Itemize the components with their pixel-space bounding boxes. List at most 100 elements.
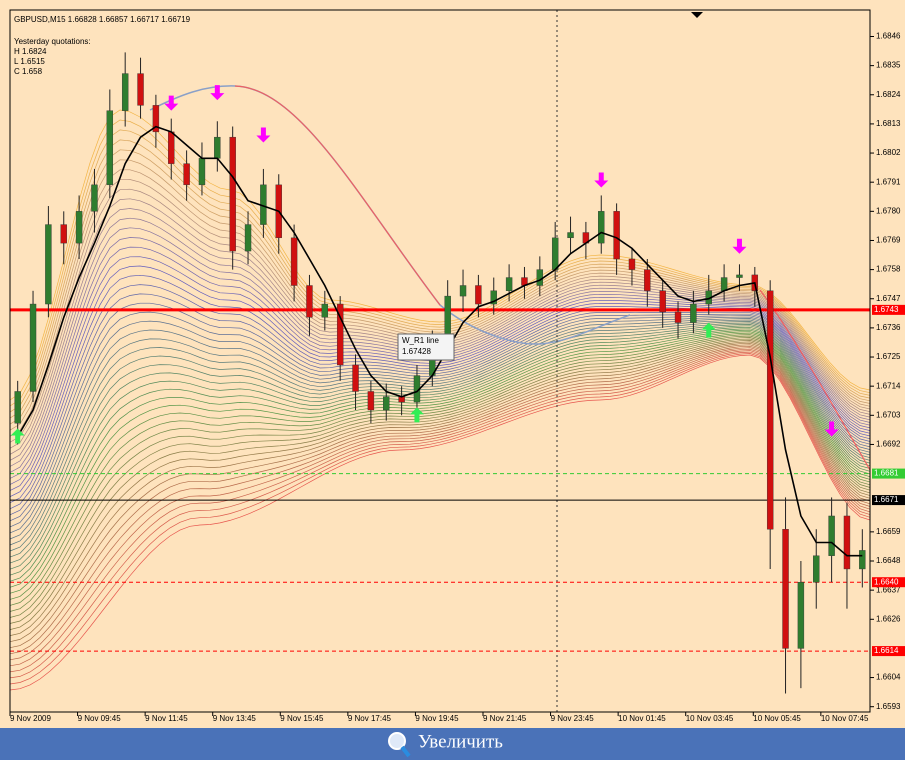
fan-line — [9, 326, 871, 576]
candle-body — [613, 211, 620, 260]
fan-line — [9, 334, 871, 606]
level-label-bg — [872, 304, 905, 315]
marks — [10, 52, 866, 694]
fan-line — [9, 353, 871, 685]
candle-body — [797, 581, 805, 649]
candle-body — [475, 285, 482, 305]
x-tick-label: 9 Nov 09:45 — [78, 714, 122, 723]
level-label-bg — [872, 468, 905, 479]
candle-body — [229, 136, 236, 252]
x-tick-label: 10 Nov 03:45 — [686, 714, 734, 723]
y-tick-label: 1.6725 — [876, 352, 901, 361]
y-tick-label: 1.6703 — [876, 410, 901, 419]
candle-body — [536, 269, 544, 286]
candle-body — [183, 163, 190, 186]
chart-background — [0, 0, 905, 728]
levels — [10, 308, 870, 652]
y-tick-label: 1.6626 — [876, 614, 901, 623]
fan-line — [9, 348, 871, 667]
candle-body — [505, 277, 513, 292]
x-tick-label: 9 Nov 17:45 — [348, 714, 392, 723]
y-tick-label: 1.6802 — [876, 148, 901, 157]
candle-body — [490, 290, 497, 305]
candle-body — [828, 515, 835, 556]
zoom-icon-handle[interactable] — [400, 745, 411, 758]
y-tick-label: 1.6769 — [876, 236, 901, 245]
candle-body — [244, 224, 252, 252]
level-label-bg — [872, 646, 905, 657]
candle-body — [29, 303, 37, 392]
candle-body — [598, 211, 605, 244]
y-tick-label: 1.6659 — [876, 527, 901, 536]
fan-line — [9, 354, 871, 691]
candle-body — [567, 232, 574, 239]
candle-body — [14, 391, 21, 424]
arc-curve — [234, 85, 441, 306]
x-tick-label: 10 Nov 01:45 — [618, 714, 666, 723]
signal-arrow — [824, 421, 839, 437]
fan-line — [9, 328, 871, 582]
fan-line — [9, 311, 871, 528]
plot-frame — [9, 9, 871, 713]
candle-body — [214, 136, 221, 159]
level-label: 1.6671 — [874, 495, 899, 504]
candle-body — [45, 224, 52, 305]
x-tick-label: 9 Nov 15:45 — [280, 714, 324, 723]
fan-line — [9, 341, 871, 636]
x-tick-label: 10 Nov 05:45 — [753, 714, 801, 723]
candle-body — [60, 224, 67, 244]
candle-body — [367, 391, 375, 411]
level-label: 1.6681 — [874, 469, 899, 478]
signal-arrow — [594, 172, 609, 188]
signal-arrow — [256, 127, 271, 143]
info-line: H 1.6824 — [14, 47, 47, 56]
signal-arrow — [210, 85, 225, 101]
fan-line — [9, 318, 871, 540]
y-tick-label: 1.6747 — [876, 294, 901, 303]
candle-body — [198, 158, 206, 186]
level-label: 1.6614 — [874, 646, 899, 655]
candle-body — [690, 303, 697, 323]
y-tick-label: 1.6648 — [876, 556, 901, 565]
candle-body — [75, 211, 83, 244]
zoom-icon[interactable] — [388, 732, 406, 750]
fan-line — [9, 337, 871, 618]
fan-line — [9, 338, 871, 624]
y-tick-label: 1.6824 — [876, 90, 901, 99]
y-tick-label: 1.6736 — [876, 323, 901, 332]
fan-line — [9, 351, 871, 679]
fan-line — [9, 324, 871, 564]
annotation-text: 1.67428 — [402, 347, 431, 356]
candle-body — [459, 285, 467, 297]
info-line: L 1.6515 — [14, 57, 45, 66]
x-tick-label: 9 Nov 23:45 — [551, 714, 595, 723]
candle-body — [152, 105, 160, 133]
candle-body — [782, 529, 789, 649]
y-tick-label: 1.6780 — [876, 206, 901, 215]
fan-line — [9, 342, 871, 643]
candle-body — [106, 110, 114, 186]
fan-line — [9, 344, 871, 649]
signal-arrow — [10, 428, 25, 444]
candle-body — [736, 274, 743, 278]
level-label-bg — [872, 577, 905, 588]
y-tick-label: 1.6813 — [876, 119, 901, 128]
level-label-bg — [872, 495, 905, 506]
candle-body — [321, 303, 329, 318]
candle-body — [168, 131, 175, 164]
fan-line — [9, 321, 871, 552]
candle-body — [290, 237, 298, 286]
candle-body — [766, 290, 774, 530]
zoom-label[interactable]: Увеличить — [418, 731, 503, 752]
info-line: Yesterday quotations: — [14, 37, 91, 46]
y-tick-label: 1.6692 — [876, 440, 901, 449]
y-tick-label: 1.6593 — [876, 702, 901, 711]
y-tick-label: 1.6637 — [876, 585, 901, 594]
zoom-bar[interactable] — [0, 728, 905, 760]
candle-body — [352, 364, 359, 392]
candle-body — [859, 550, 866, 570]
annotation-box — [397, 333, 455, 361]
fan-line — [9, 345, 871, 655]
ma-line — [17, 125, 863, 557]
